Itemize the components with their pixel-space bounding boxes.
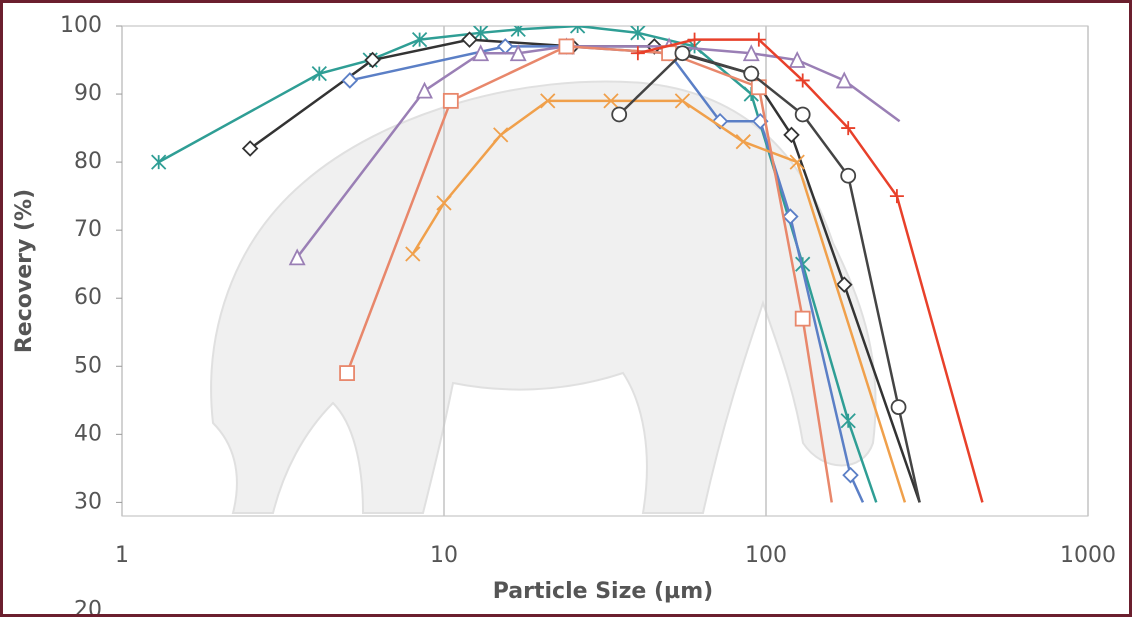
chart: Particle Size (µm) Recovery (%) 1 10 100 10…	[3, 3, 1129, 614]
marker	[340, 366, 354, 380]
y-tick-label: 90	[74, 81, 102, 106]
marker	[444, 94, 458, 108]
y-axis-title: Recovery (%)	[12, 189, 37, 353]
marker	[631, 46, 645, 60]
y-tick-label: 30	[74, 489, 102, 514]
y-tick-label: 60	[74, 285, 102, 310]
background-elephant	[211, 81, 875, 513]
marker	[841, 169, 855, 183]
marker	[892, 400, 906, 414]
marker	[675, 46, 689, 60]
marker	[152, 155, 166, 169]
marker	[418, 84, 432, 98]
marker	[796, 107, 810, 121]
marker	[844, 468, 858, 482]
marker	[612, 107, 626, 121]
chart-frame: Particle Size (µm) Recovery (%) 1 10 100 10…	[0, 0, 1132, 617]
y-tick-label: 50	[74, 353, 102, 378]
y-tick-label: 40	[74, 421, 102, 446]
x-tick-label: 1	[115, 543, 129, 568]
marker	[343, 73, 357, 87]
marker	[559, 39, 573, 53]
marker	[796, 312, 810, 326]
x-tick-label: 10	[430, 543, 458, 568]
y-tick-label: 100	[60, 13, 102, 38]
marker	[662, 46, 676, 60]
marker	[837, 73, 851, 87]
y-tick-label: 70	[74, 217, 102, 242]
y-tick-label: 20	[74, 597, 102, 614]
marker	[312, 67, 326, 81]
x-tick-label: 1000	[1060, 543, 1116, 568]
x-axis-title: Particle Size (µm)	[493, 579, 713, 604]
marker	[784, 128, 798, 142]
x-tick-label: 100	[745, 543, 787, 568]
marker	[744, 67, 758, 81]
y-tick-label: 80	[74, 149, 102, 174]
